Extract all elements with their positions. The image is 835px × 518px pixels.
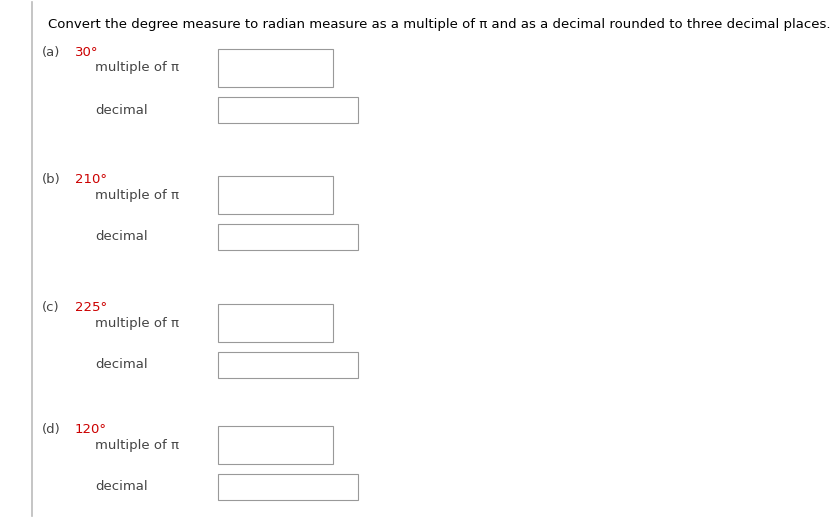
Text: 120°: 120°: [75, 423, 107, 436]
Text: 30°: 30°: [75, 46, 99, 59]
Text: Convert the degree measure to radian measure as a multiple of π and as a decimal: Convert the degree measure to radian mea…: [48, 18, 831, 31]
Text: (d): (d): [42, 423, 61, 436]
Bar: [218, 474, 358, 500]
Text: multiple of π: multiple of π: [95, 316, 179, 329]
Text: decimal: decimal: [95, 231, 148, 243]
Text: decimal: decimal: [95, 104, 148, 117]
Text: decimal: decimal: [95, 358, 148, 371]
Text: (b): (b): [42, 173, 61, 186]
Bar: [218, 304, 333, 342]
Text: decimal: decimal: [95, 481, 148, 494]
Bar: [218, 49, 333, 87]
Text: (a): (a): [42, 46, 60, 59]
Bar: [218, 176, 333, 214]
Bar: [218, 426, 333, 464]
Text: multiple of π: multiple of π: [95, 62, 179, 75]
Text: 225°: 225°: [75, 301, 107, 314]
Bar: [218, 97, 358, 123]
Text: (c): (c): [42, 301, 59, 314]
Text: multiple of π: multiple of π: [95, 439, 179, 452]
Text: 210°: 210°: [75, 173, 107, 186]
Bar: [218, 352, 358, 378]
Bar: [218, 224, 358, 250]
Text: multiple of π: multiple of π: [95, 189, 179, 202]
